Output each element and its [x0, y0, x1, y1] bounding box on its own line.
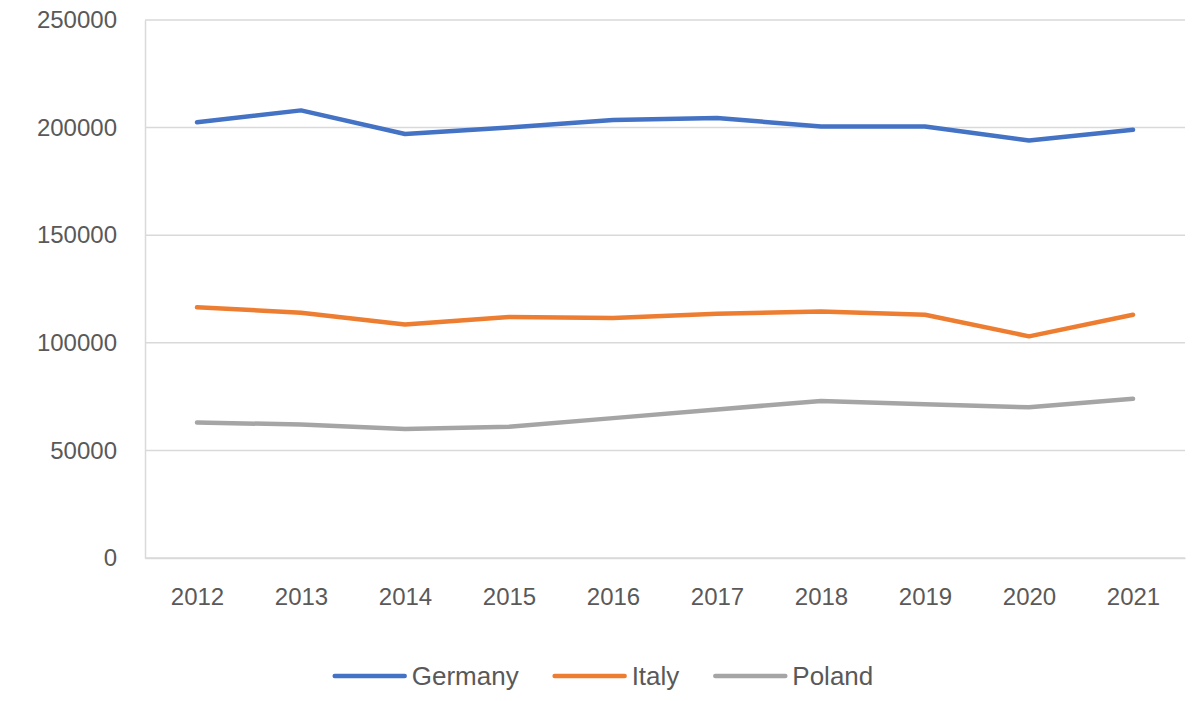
y-tick-label: 250000: [37, 6, 117, 33]
x-tick: 2020: [1003, 558, 1056, 610]
grid-line: [145, 19, 1185, 21]
grid-line: [145, 557, 1185, 559]
y-tick: 200000: [37, 114, 145, 141]
x-tick-label: 2017: [691, 583, 744, 610]
x-tick-label: 2021: [1107, 583, 1160, 610]
x-tick: 2019: [899, 558, 952, 610]
y-tick: 150000: [37, 221, 145, 248]
lines: [197, 110, 1133, 428]
grid-line: [145, 234, 1185, 236]
y-tick-label: 50000: [50, 437, 117, 464]
legend-item: Poland: [715, 661, 873, 691]
legend: Germany Italy Poland: [335, 661, 874, 691]
x-tick-label: 2016: [587, 583, 640, 610]
x-tick-label: 2019: [899, 583, 952, 610]
grid: [145, 20, 1185, 558]
x-tick-label: 2020: [1003, 583, 1056, 610]
grid-line: [145, 127, 1185, 129]
y-tick: 50000: [50, 437, 145, 464]
series-line: [197, 110, 1133, 140]
y-axis: 0 50000 100000 150000 200000 250000: [37, 6, 146, 571]
legend-swatch: [555, 674, 625, 679]
grid-line: [145, 450, 1185, 452]
legend-swatch: [335, 674, 405, 679]
series-line: [197, 307, 1133, 336]
y-tick: 100000: [37, 329, 145, 356]
series-line: [197, 399, 1133, 429]
y-tick-label: 150000: [37, 221, 117, 248]
x-axis-line: [146, 558, 1186, 560]
y-tick: 0: [104, 544, 145, 571]
x-tick-label: 2014: [379, 583, 432, 610]
x-tick: 2017: [691, 558, 744, 610]
legend-item: Italy: [555, 661, 680, 691]
grid-line: [145, 342, 1185, 344]
x-tick-label: 2012: [171, 583, 224, 610]
legend-label: Italy: [632, 661, 680, 691]
x-tick: 2018: [795, 558, 848, 610]
y-tick-label: 100000: [37, 329, 117, 356]
legend-label: Germany: [412, 661, 519, 691]
y-tick-label: 200000: [37, 114, 117, 141]
x-axis: 2012 2013 2014 2015 2016 2017 2018 2019 2020 2021: [146, 558, 1186, 610]
y-tick: 250000: [37, 6, 145, 33]
x-tick-label: 2013: [275, 583, 328, 610]
x-tick: 2013: [275, 558, 328, 610]
y-axis-line: [145, 21, 147, 559]
chart: 0500001000001500002000002500002012201320…: [0, 0, 1200, 701]
x-tick-label: 2018: [795, 583, 848, 610]
legend-item: Germany: [335, 661, 519, 691]
x-tick-label: 2015: [483, 583, 536, 610]
y-tick-label: 0: [104, 544, 117, 571]
x-tick: 2014: [379, 558, 432, 610]
legend-label: Poland: [792, 661, 873, 691]
legend-swatch: [715, 674, 785, 679]
x-tick: 2015: [483, 558, 536, 610]
x-tick: 2016: [587, 558, 640, 610]
x-tick: 2012: [171, 558, 224, 610]
x-tick: 2021: [1107, 558, 1160, 610]
